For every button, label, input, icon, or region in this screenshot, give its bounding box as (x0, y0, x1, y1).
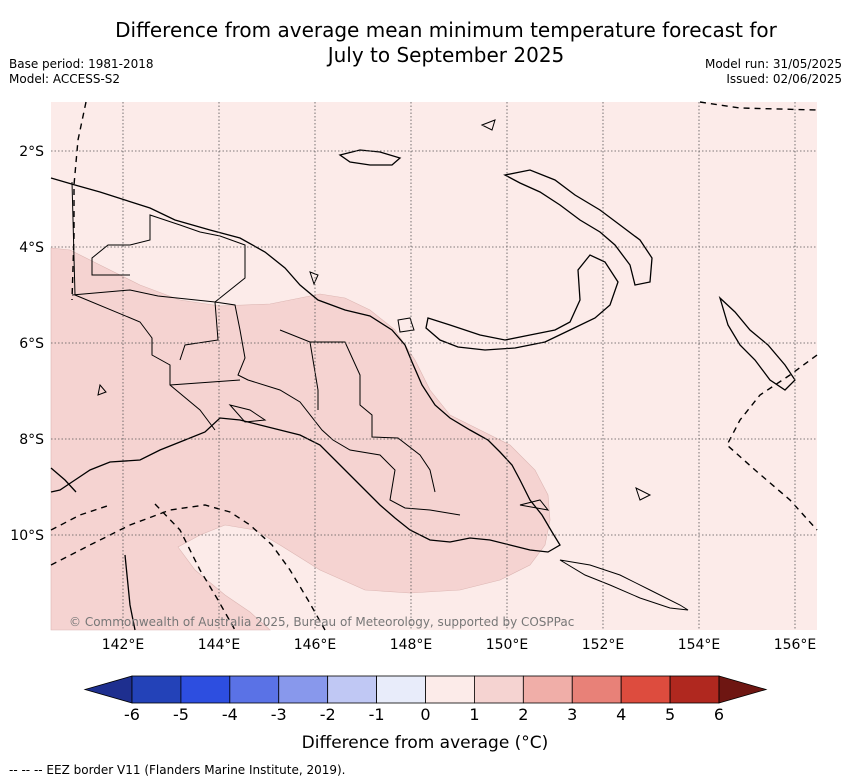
colorbar-extend-low (83, 675, 133, 704)
meta-right: Model run: 31/05/2025 Issued: 02/06/2025 (705, 57, 842, 87)
australia-coast (50, 467, 136, 631)
lon-label: 152°E (582, 637, 625, 653)
colorbar-bin (571, 675, 622, 704)
lat-label: 4°S (19, 240, 44, 256)
colorbar-tick-label: 6 (714, 705, 724, 724)
issued-date: Issued: 02/06/2025 (726, 72, 842, 86)
colorbar-bin (376, 675, 426, 704)
model-run: Model run: 31/05/2025 (704, 57, 842, 71)
colorbar-ticks: -6 -5 -4 -3 -2 -1 0 1 2 3 4 5 6 (124, 705, 724, 724)
lon-label: 154°E (678, 637, 721, 653)
colorbar (83, 675, 768, 704)
colorbar-tick-label: 5 (665, 705, 675, 724)
colorbar-tick-label: -3 (271, 705, 287, 724)
title-line-1: Difference from average mean minimum tem… (115, 18, 777, 42)
colorbar-tick-label: -5 (173, 705, 189, 724)
colorbar-tick-label: -6 (124, 705, 140, 724)
lon-label: 144°E (198, 637, 241, 653)
colorbar-tick-label: -4 (222, 705, 238, 724)
colorbar-label: Difference from average (°C) (301, 733, 549, 753)
colorbar-extend-high (718, 675, 768, 704)
colorbar-bin (425, 675, 475, 704)
graticule (51, 102, 817, 630)
lon-label: 156°E (774, 637, 817, 653)
colorbar-bin (522, 675, 573, 704)
lat-label: 8°S (19, 432, 44, 448)
lat-label: 2°S (19, 144, 44, 160)
map-title: Difference from average mean minimum tem… (0, 18, 850, 68)
eez-footnote: -- -- -- EEZ border V11 (Flanders Marine… (9, 763, 346, 777)
colorbar-tick-label: 0 (420, 705, 430, 724)
colorbar-tick-label: 4 (616, 705, 626, 724)
new-britain-coast (425, 254, 619, 351)
colorbar-tick-label: -2 (320, 705, 336, 724)
new-ireland-coast (503, 169, 653, 286)
land-outlines (50, 119, 796, 631)
colorbar-bin (327, 675, 377, 704)
lon-label: 146°E (294, 637, 337, 653)
title-line-2: July to September 2025 (327, 43, 565, 67)
colorbar-bin (620, 675, 671, 704)
new-guinea-coast (50, 177, 561, 553)
manus-island (338, 149, 402, 166)
province-borders (71, 181, 461, 516)
colorbar-bin (278, 675, 329, 704)
colorbar-tick-label: 1 (469, 705, 479, 724)
eez-borders (50, 101, 818, 631)
model-name: Model: ACCESS-S2 (9, 72, 121, 86)
colorbar-tick-label: 3 (567, 705, 577, 724)
colorbar-bin (474, 675, 524, 704)
lat-label: 10°S (10, 528, 44, 544)
lat-label: 6°S (19, 336, 44, 352)
lon-label: 142°E (102, 637, 145, 653)
copyright-text: © Commonwealth of Australia 2025, Bureau… (69, 615, 574, 629)
colorbar-bin (229, 675, 280, 704)
colorbar-bin (669, 675, 720, 704)
bougainville-island (718, 295, 796, 391)
meta-left: Base period: 1981-2018 Model: ACCESS-S2 (9, 57, 154, 87)
colorbar-tick-label: -1 (369, 705, 385, 724)
small-islands (97, 119, 689, 611)
lon-label: 150°E (486, 637, 529, 653)
colorbar-tick-label: 2 (518, 705, 528, 724)
base-period: Base period: 1981-2018 (9, 57, 154, 71)
colorbar-bin (180, 675, 231, 704)
colorbar-bin (131, 675, 182, 704)
lon-label: 148°E (390, 637, 433, 653)
